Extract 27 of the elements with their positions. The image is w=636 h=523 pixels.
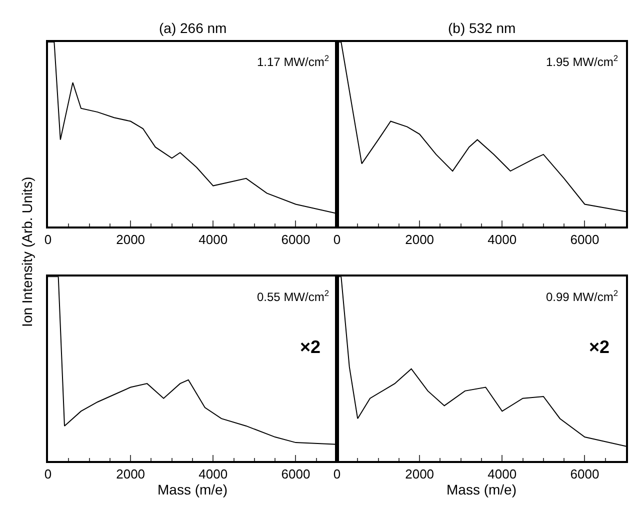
x-axis-title: Mass (m/e) [446,482,516,498]
x-tick-label: 0 [333,232,341,247]
annotation: 1.95 MW/cm$^{2}$ [546,53,618,70]
x-axis-title: Mass (m/e) [158,482,228,498]
x-tick-label: 2000 [405,232,434,247]
x-tick-label: 0 [44,466,52,482]
x-tick-label: 0 [44,232,52,247]
x-tick-label: 2000 [405,466,434,482]
x-tick-label: 4000 [488,232,517,247]
x-tick-label: 6000 [570,466,600,482]
chart-title: (b) 532 nm [448,20,516,36]
x-tick-label: 6000 [281,232,310,247]
x-tick-label: 2000 [116,466,146,482]
annotation: 0.99 MW/cm$^{2}$ [546,288,618,304]
x-tick-label: 2000 [116,232,146,247]
annotation: 1.17 MW/cm$^{2}$ [257,53,330,70]
annotation: ×2 [589,337,610,357]
y-axis-title: Ion Intensity (Arb. Units) [18,176,35,327]
x-tick-label: 4000 [488,466,517,482]
annotation: ×2 [300,337,321,357]
x-tick-label: 0 [333,466,341,482]
x-tick-label: 6000 [570,232,600,247]
x-tick-label: 6000 [281,466,310,482]
x-tick-label: 4000 [198,466,228,482]
chart-title: (a) 266 nm [159,20,227,36]
annotation: 0.55 MW/cm$^{2}$ [257,288,330,304]
x-tick-label: 4000 [198,232,228,247]
